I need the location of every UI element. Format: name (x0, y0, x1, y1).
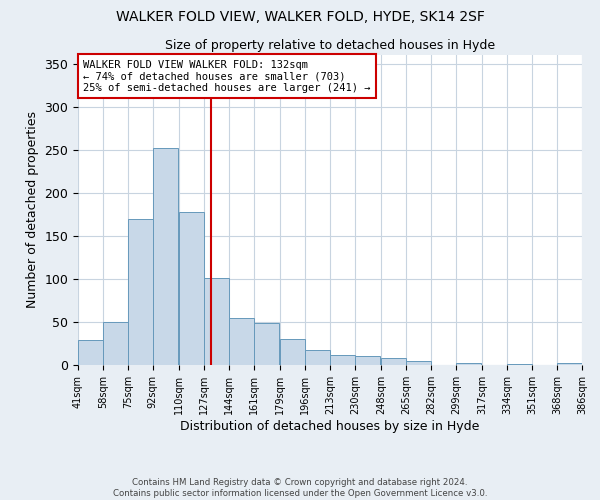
Bar (507, 364, 532, 365)
X-axis label: Distribution of detached houses by size in Hyde: Distribution of detached houses by size … (181, 420, 479, 432)
Text: WALKER FOLD VIEW WALKER FOLD: 132sqm
← 74% of detached houses are smaller (703)
: WALKER FOLD VIEW WALKER FOLD: 132sqm ← 7… (83, 60, 371, 93)
Text: Contains HM Land Registry data © Crown copyright and database right 2024.
Contai: Contains HM Land Registry data © Crown c… (113, 478, 487, 498)
Bar (179, 212, 204, 365)
Bar (128, 218, 153, 365)
Bar (355, 356, 380, 365)
Bar (153, 148, 178, 365)
Bar (204, 278, 229, 365)
Bar (78, 340, 103, 365)
Bar (557, 364, 582, 365)
Bar (254, 323, 279, 365)
Title: Size of property relative to detached houses in Hyde: Size of property relative to detached ho… (165, 40, 495, 52)
Bar (406, 360, 431, 365)
Bar (456, 364, 481, 365)
Bar (103, 322, 128, 365)
Bar (381, 358, 406, 365)
Bar (229, 318, 254, 365)
Y-axis label: Number of detached properties: Number of detached properties (26, 112, 39, 308)
Bar (330, 354, 355, 365)
Bar (280, 339, 305, 365)
Bar (305, 350, 330, 365)
Text: WALKER FOLD VIEW, WALKER FOLD, HYDE, SK14 2SF: WALKER FOLD VIEW, WALKER FOLD, HYDE, SK1… (116, 10, 484, 24)
